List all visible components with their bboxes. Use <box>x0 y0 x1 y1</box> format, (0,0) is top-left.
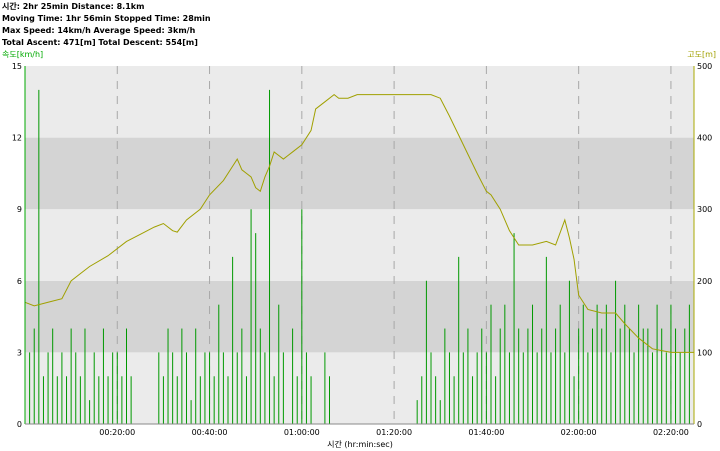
right-tick-label: 300 <box>697 205 712 214</box>
grid-band <box>25 66 694 138</box>
x-tick-label: 02:20:00 <box>653 428 689 437</box>
x-tick-label: 00:20:00 <box>99 428 135 437</box>
grid-band <box>25 209 694 281</box>
summary-moving-stopped: Moving Time: 1hr 56min Stopped Time: 28m… <box>2 14 211 23</box>
x-tick-label: 01:00:00 <box>284 428 320 437</box>
left-tick-label: 12 <box>12 134 22 143</box>
grid-band <box>25 280 694 353</box>
right-tick-label: 200 <box>697 277 712 286</box>
grid-band <box>25 352 694 424</box>
x-tick-label: 01:40:00 <box>468 428 504 437</box>
summary-speed: Max Speed: 14km/h Average Speed: 3km/h <box>2 26 196 35</box>
grid-band <box>25 137 694 210</box>
altitude-line <box>24 94 694 353</box>
summary-ascent-descent: Total Ascent: 471[m] Total Descent: 554[… <box>2 38 198 47</box>
left-tick-label: 15 <box>12 62 22 71</box>
right-tick-label: 0 <box>697 420 702 429</box>
left-tick-label: 6 <box>17 277 22 286</box>
x-tick-label: 01:20:00 <box>376 428 412 437</box>
left-tick-label: 0 <box>17 420 22 429</box>
left-tick-label: 9 <box>17 205 22 214</box>
plot-area: 0 3 6 9 12 15 0 100 200 300 400 500 00:20:00 00:40:00… <box>12 62 712 437</box>
x-tick-label: 00:40:00 <box>192 428 228 437</box>
x-axis-label: 시간 (hr:min:sec) <box>327 439 393 449</box>
x-tick-label: 02:00:00 <box>561 428 597 437</box>
right-axis-label: 고도[m] <box>687 50 716 59</box>
right-tick-label: 500 <box>697 62 712 71</box>
right-tick-label: 100 <box>697 348 712 357</box>
right-tick-label: 400 <box>697 134 712 143</box>
left-axis-label: 속도[km/h] <box>2 50 43 59</box>
summary-time-distance: 시간: 2hr 25min Distance: 8.1km <box>2 1 144 11</box>
left-tick-label: 3 <box>17 348 22 357</box>
